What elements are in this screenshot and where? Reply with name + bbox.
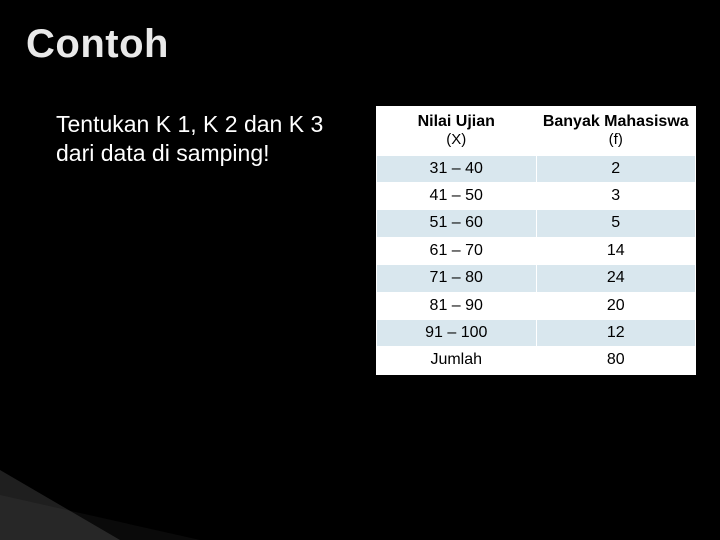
- slide-title: Contoh: [26, 22, 169, 67]
- col-header-f-label: Banyak Mahasiswa: [543, 113, 689, 130]
- table-header-row: Nilai Ujian (X) Banyak Mahasiswa (f): [377, 107, 696, 156]
- cell-f: 24: [536, 265, 696, 292]
- table-body: 31 – 40 2 41 – 50 3 51 – 60 5 61 – 70 14…: [377, 155, 696, 374]
- cell-x: 91 – 100: [377, 319, 537, 346]
- table-row: 31 – 40 2: [377, 155, 696, 182]
- cell-x: 51 – 60: [377, 210, 537, 237]
- table-row: 71 – 80 24: [377, 265, 696, 292]
- prompt-text: Tentukan K 1, K 2 dan K 3 dari data di s…: [56, 110, 336, 168]
- table-row: 91 – 100 12: [377, 319, 696, 346]
- cell-f: 5: [536, 210, 696, 237]
- data-table-wrap: Nilai Ujian (X) Banyak Mahasiswa (f) 31 …: [376, 106, 696, 375]
- table-row: 41 – 50 3: [377, 183, 696, 210]
- col-header-x-label: Nilai Ujian: [418, 113, 495, 130]
- cell-x: 41 – 50: [377, 183, 537, 210]
- cell-x: 71 – 80: [377, 265, 537, 292]
- cell-x: Jumlah: [377, 347, 537, 374]
- slide: Contoh Tentukan K 1, K 2 dan K 3 dari da…: [0, 0, 720, 540]
- cell-f: 3: [536, 183, 696, 210]
- data-table: Nilai Ujian (X) Banyak Mahasiswa (f) 31 …: [376, 106, 696, 375]
- cell-x: 81 – 90: [377, 292, 537, 319]
- col-header-x-sub: (X): [381, 131, 532, 148]
- table-row: 51 – 60 5: [377, 210, 696, 237]
- cell-f: 20: [536, 292, 696, 319]
- table-row: Jumlah 80: [377, 347, 696, 374]
- col-header-f-sub: (f): [541, 131, 692, 148]
- col-header-f: Banyak Mahasiswa (f): [536, 107, 696, 156]
- cell-x: 31 – 40: [377, 155, 537, 182]
- table-row: 61 – 70 14: [377, 237, 696, 264]
- cell-f: 2: [536, 155, 696, 182]
- cell-x: 61 – 70: [377, 237, 537, 264]
- cell-f: 12: [536, 319, 696, 346]
- col-header-x: Nilai Ujian (X): [377, 107, 537, 156]
- table-row: 81 – 90 20: [377, 292, 696, 319]
- cell-f: 14: [536, 237, 696, 264]
- cell-f: 80: [536, 347, 696, 374]
- corner-accent-front: [0, 470, 120, 540]
